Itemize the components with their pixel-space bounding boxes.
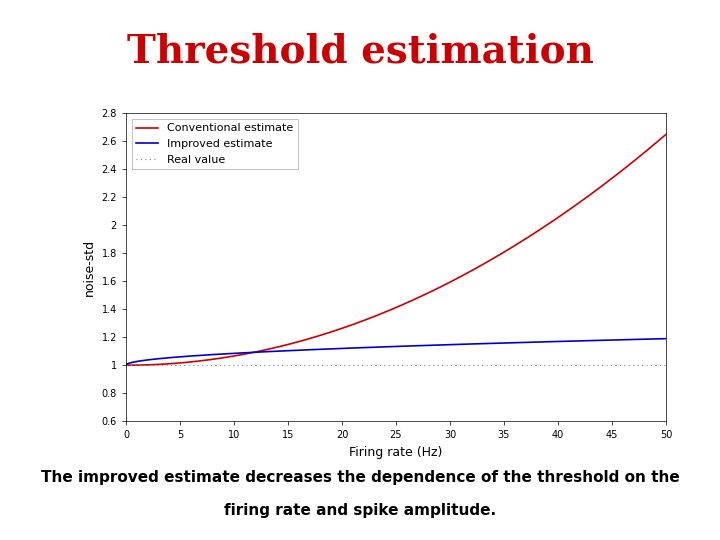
Conventional estimate [359, 317, 368, 323]
Real value [359, 362, 368, 368]
Text: firing rate and spike amplitude.: firing rate and spike amplitude. [224, 503, 496, 518]
Improved estimate [122, 362, 130, 368]
Text: Threshold estimation: Threshold estimation [127, 32, 593, 70]
Conventional estimate [552, 215, 561, 221]
Line: Conventional estimate: Conventional estimate [126, 134, 666, 365]
Improved estimate [543, 339, 552, 345]
Improved estimate [552, 338, 561, 345]
Improved estimate [340, 345, 348, 352]
Conventional estimate [662, 131, 670, 138]
Real value [177, 362, 186, 368]
Improved estimate [359, 345, 368, 351]
Real value [340, 362, 348, 368]
Improved estimate [662, 335, 670, 342]
Improved estimate [492, 340, 501, 347]
Real value [122, 362, 130, 368]
Conventional estimate [340, 324, 348, 330]
Text: The improved estimate decreases the dependence of the threshold on the: The improved estimate decreases the depe… [40, 470, 680, 485]
X-axis label: Firing rate (Hz): Firing rate (Hz) [349, 446, 443, 459]
Real value [662, 362, 670, 368]
Improved estimate [177, 354, 186, 360]
Conventional estimate [492, 253, 501, 260]
Conventional estimate [122, 362, 130, 368]
Real value [552, 362, 561, 368]
Real value [492, 362, 501, 368]
Line: Improved estimate: Improved estimate [126, 339, 666, 365]
Real value [543, 362, 552, 368]
Legend: Conventional estimate, Improved estimate, Real value: Conventional estimate, Improved estimate… [132, 119, 298, 169]
Conventional estimate [177, 360, 186, 366]
Conventional estimate [543, 221, 552, 228]
Y-axis label: noise-std: noise-std [83, 239, 96, 296]
